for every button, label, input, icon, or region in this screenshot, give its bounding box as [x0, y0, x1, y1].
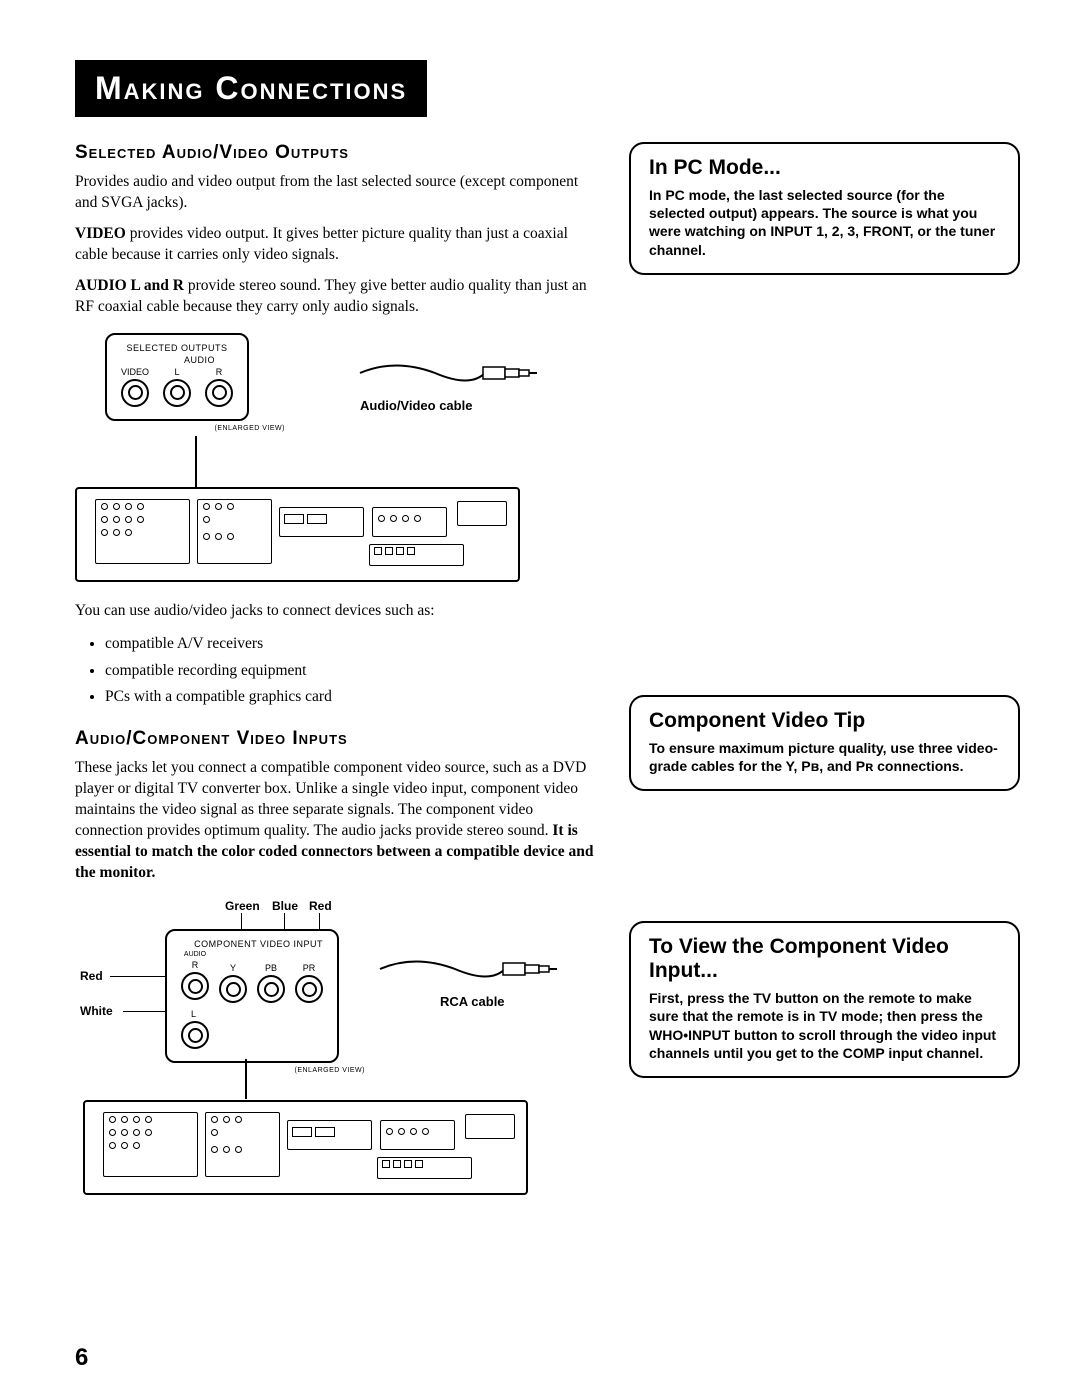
audio-lr-bold: AUDIO L and R: [75, 277, 184, 294]
jack-audio-l: L: [181, 1009, 323, 1049]
color-left-red: Red: [80, 969, 103, 983]
enlarged-view-note: (ENLARGED VIEW): [105, 425, 285, 432]
cable-icon: [355, 353, 540, 393]
page-title: Making Connections: [95, 70, 407, 107]
outputs-jack-panel: SELECTED OUTPUTS AUDIO VIDEO L R: [105, 333, 249, 421]
list-item: PCs with a compatible graphics card: [105, 684, 604, 710]
tip2-title: Component Video Tip: [649, 709, 1000, 733]
rca-icon: [163, 379, 191, 407]
enlarged-view-note-2: (ENLARGED VIEW): [165, 1067, 365, 1074]
tip-component-video: Component Video Tip To ensure maximum pi…: [629, 695, 1020, 791]
diagram-component-inputs: Green Blue Red Red White COMPONENT VIDEO…: [75, 899, 604, 1199]
tip3-title: To View the Component Video Input...: [649, 935, 1000, 983]
side-column: In PC Mode... In PC mode, the last selec…: [629, 142, 1020, 1217]
tip1-title: In PC Mode...: [649, 156, 1000, 180]
section1-p1: Provides audio and video output from the…: [75, 172, 604, 214]
audio-sublabel: AUDIO: [121, 355, 215, 365]
jack-video: VIDEO: [121, 367, 149, 407]
rca-icon: [219, 975, 247, 1003]
section1-title: Selected Audio/Video Outputs: [75, 142, 604, 164]
diagram-selected-outputs: SELECTED OUTPUTS AUDIO VIDEO L R (ENLARG…: [75, 333, 604, 583]
back-panel-illustration-1: [75, 487, 520, 582]
jack-r: R: [205, 367, 233, 407]
section2-title: Audio/Component Video Inputs: [75, 728, 604, 750]
jack-pr: PR: [295, 951, 323, 1003]
rca-icon: [181, 972, 209, 1000]
rca-cable-illustration: [375, 949, 560, 989]
component-jack-panel: COMPONENT VIDEO INPUT AUDIO R Y PB: [165, 929, 339, 1063]
section1-p2-rest: provides video output. It gives better p…: [75, 225, 568, 263]
page-number: 6: [75, 1344, 88, 1372]
tip2-text: To ensure maximum picture quality, use t…: [649, 739, 1000, 775]
cable-label-2: RCA cable: [440, 994, 505, 1009]
tip-view-component-input: To View the Component Video Input... Fir…: [629, 921, 1020, 1078]
rca-icon: [121, 379, 149, 407]
back-panel-illustration-2: [83, 1100, 528, 1195]
rca-icon: [181, 1021, 209, 1049]
color-blue: Blue: [272, 899, 298, 913]
under-diagram-text: You can use audio/video jacks to connect…: [75, 601, 604, 622]
tip3-text: First, press the TV button on the remote…: [649, 989, 1000, 1062]
rca-icon: [295, 975, 323, 1003]
list-item: compatible recording equipment: [105, 658, 604, 684]
panel-title: SELECTED OUTPUTS: [121, 343, 233, 353]
color-left-white: White: [80, 1004, 113, 1018]
cable-label-1: Audio/Video cable: [360, 398, 472, 413]
video-bold: VIDEO: [75, 225, 126, 242]
comp-panel-title: COMPONENT VIDEO INPUT: [181, 939, 323, 949]
rca-icon: [205, 379, 233, 407]
main-column: Selected Audio/Video Outputs Provides au…: [75, 142, 604, 1217]
cable-icon: [375, 949, 560, 989]
device-list: compatible A/V receivers compatible reco…: [105, 631, 604, 710]
rca-icon: [257, 975, 285, 1003]
section2-p1: These jacks let you connect a compatible…: [75, 758, 604, 884]
av-cable-illustration: [355, 353, 540, 393]
list-item: compatible A/V receivers: [105, 631, 604, 657]
jack-pb: PB: [257, 951, 285, 1003]
tip-pc-mode: In PC Mode... In PC mode, the last selec…: [629, 142, 1020, 275]
jack-l: L: [163, 367, 191, 407]
section2-p1a: These jacks let you connect a compatible…: [75, 759, 586, 839]
jack-y: Y: [219, 951, 247, 1003]
color-green: Green: [225, 899, 260, 913]
section1-p3: AUDIO L and R provide stereo sound. They…: [75, 276, 604, 318]
color-red: Red: [309, 899, 332, 913]
tip1-text: In PC mode, the last selected source (fo…: [649, 186, 1000, 259]
jack-audio-r: AUDIO R: [181, 951, 209, 1003]
section1-p2: VIDEO provides video output. It gives be…: [75, 224, 604, 266]
page-header: Making Connections: [75, 60, 427, 117]
